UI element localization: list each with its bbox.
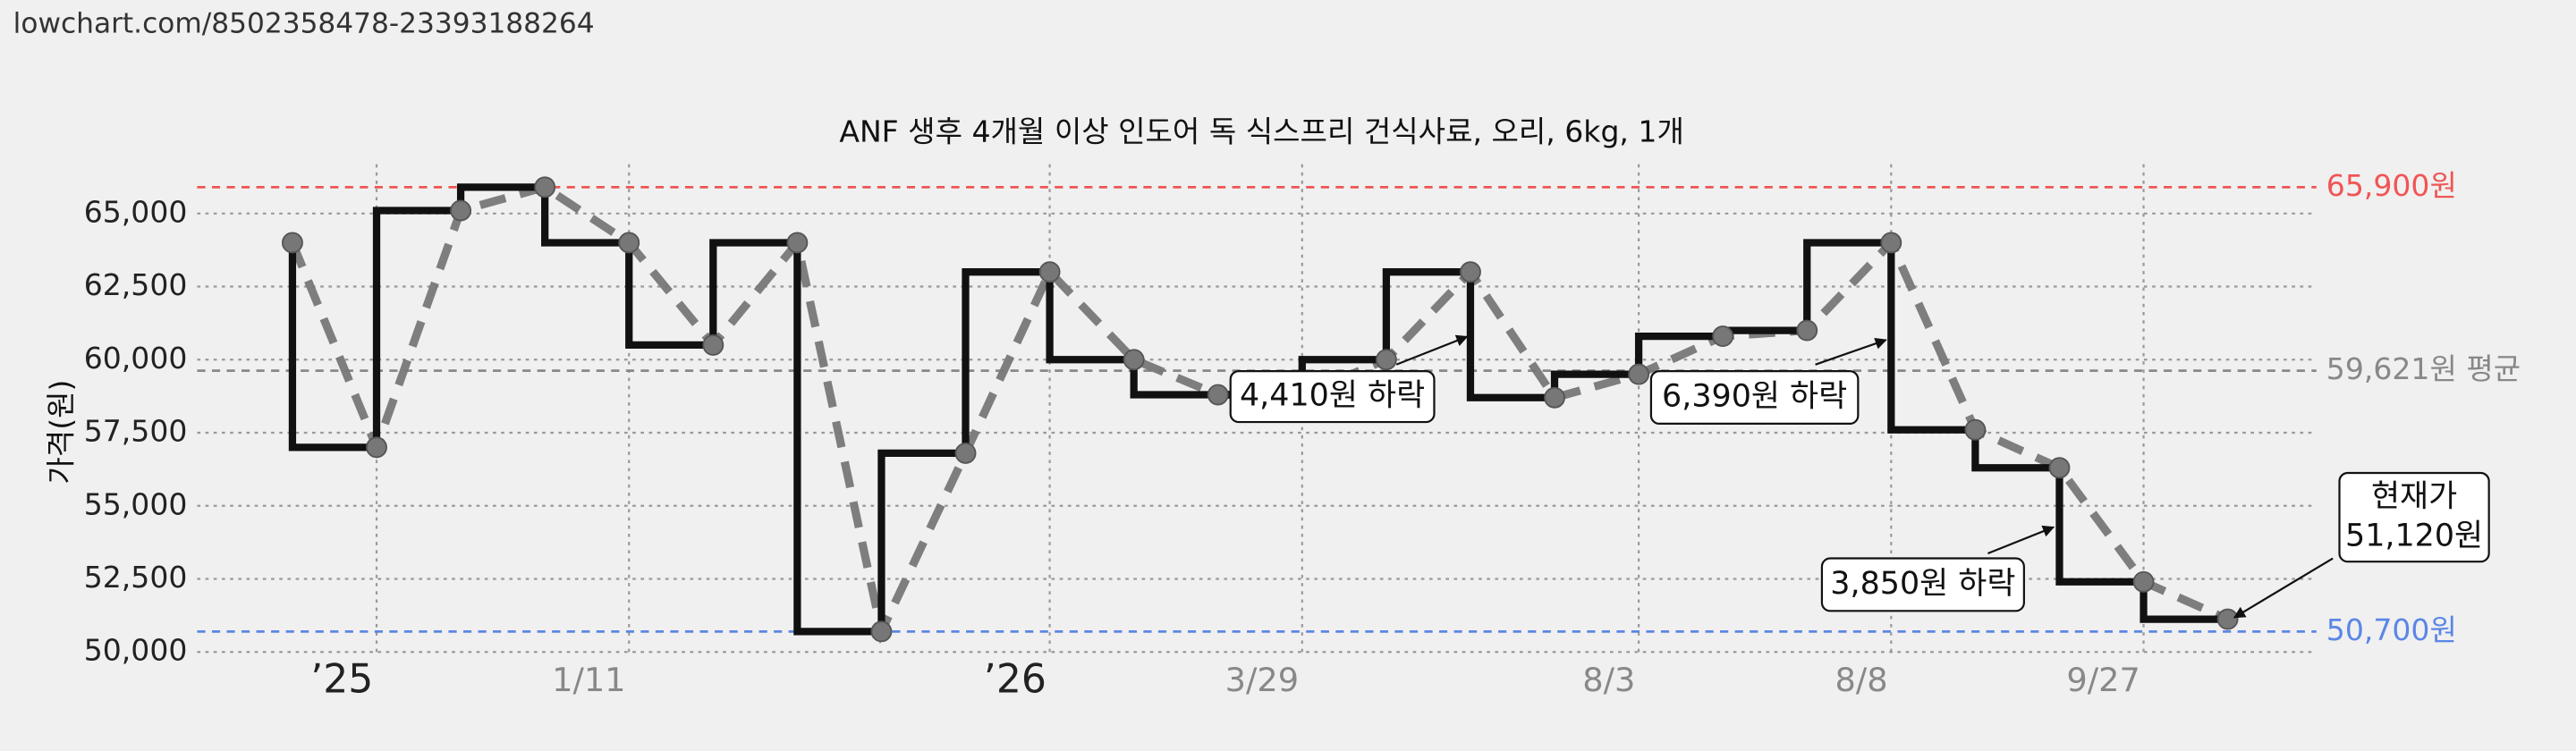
step-segment (372, 207, 462, 448)
point (282, 232, 303, 254)
y-tick-label: 50,000 (84, 633, 188, 668)
point (1460, 261, 1481, 283)
url: lowchart.com/8502358478-23393188264 (13, 8, 595, 40)
y-tick-label: 55,000 (84, 486, 188, 521)
step-segment (1634, 332, 1724, 375)
point (1375, 349, 1397, 371)
point (366, 436, 387, 459)
reference-label: 59,621원 평균 (2326, 351, 2521, 386)
reference-label: 65,900원 (2326, 168, 2457, 203)
chart-title: ANF 생후 4개월 이상 인도어 독 식스프리 건식사료, 오리, 6kg, … (839, 114, 1684, 148)
x-tick-label: 9/27 (2066, 661, 2140, 699)
step-segment (793, 242, 882, 636)
point (450, 199, 472, 222)
y-tick-label: 57,500 (84, 414, 188, 449)
step-segment (625, 242, 714, 350)
x-tick-label: 1/11 (552, 661, 625, 699)
point (1544, 386, 1565, 409)
annotation-box (1649, 370, 1860, 426)
step-segment (541, 187, 630, 247)
step-segment (709, 239, 798, 345)
point (2048, 457, 2071, 479)
point (1964, 418, 1987, 441)
annotation-arrow (2233, 557, 2334, 619)
annotation-arrow (1987, 525, 2055, 555)
step-segment (1466, 272, 1555, 401)
y-tick-label: 60,000 (84, 341, 188, 376)
y-axis-label: 가격(원) (43, 380, 78, 485)
annotation-arrow (1815, 337, 1887, 366)
step-segment (962, 268, 1050, 453)
step-segment (877, 449, 966, 632)
point (870, 620, 893, 643)
reference-label: 50,700원 (2326, 612, 2457, 647)
y-tick-label: 62,500 (84, 267, 188, 302)
annotation-text: 51,120원 (2345, 519, 2483, 554)
step-segment (1046, 272, 1134, 364)
x-tick-label: 3/29 (1225, 661, 1299, 699)
point (1796, 319, 1818, 342)
step-segment (1887, 242, 1976, 434)
annotation-text: 현재가 (2371, 479, 2457, 515)
x-tick-label: ’25 (310, 656, 373, 702)
step-segment (2055, 468, 2144, 586)
point (534, 176, 556, 198)
step-segment (1971, 429, 2060, 472)
x-tick-label: 8/8 (1835, 661, 1888, 699)
point (1123, 349, 1145, 371)
x-tick-label: ’26 (984, 656, 1046, 702)
annotation-box (1229, 370, 1436, 424)
point (618, 232, 640, 254)
step-segment (2140, 581, 2228, 623)
point (1628, 363, 1650, 385)
annotation-arrow (1395, 334, 1469, 366)
point (702, 333, 724, 356)
step-segment (1803, 239, 1892, 331)
annotation-text: 4,410원 하락 (1240, 378, 1425, 414)
annotation-box (2338, 471, 2490, 563)
y-tick-label: 65,000 (84, 194, 188, 229)
point (2132, 570, 2155, 593)
annotation-box (1820, 557, 2025, 612)
annotation-text: 6,390원 하락 (1662, 379, 1847, 415)
point (2216, 608, 2239, 630)
point (1712, 325, 1734, 348)
point (1880, 232, 1902, 254)
x-tick-label: 8/3 (1582, 661, 1635, 699)
step-segment (1130, 359, 1218, 399)
point (1207, 384, 1229, 406)
step-segment (288, 242, 377, 451)
annotation-text: 3,850원 하락 (1830, 566, 2015, 602)
y-tick-label: 52,500 (84, 560, 188, 595)
point (1038, 261, 1061, 283)
point (786, 232, 809, 254)
point (954, 442, 977, 464)
step-segment (1382, 268, 1470, 360)
